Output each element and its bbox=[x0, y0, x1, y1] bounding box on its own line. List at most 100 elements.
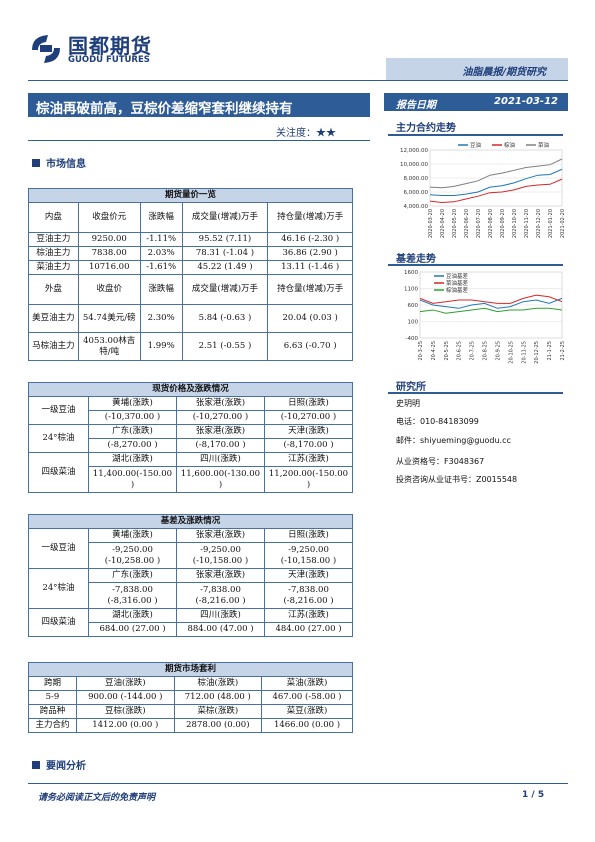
analyst-name: 史玥明 bbox=[396, 399, 420, 408]
cell: 7838.00 bbox=[77, 246, 141, 261]
cell: 马棕油主力 bbox=[28, 332, 79, 361]
y-tick-label: 600 bbox=[408, 303, 419, 309]
logo-mark-icon bbox=[32, 35, 60, 63]
analyst-phone: 电话：010-84183099 bbox=[396, 417, 479, 426]
cell: 9250.00 bbox=[77, 232, 141, 247]
table-row: 豆油主力 9250.00 -1.11% 95.52 (7.11) 46.16 (-2.3… bbox=[28, 232, 353, 247]
cell: 四级菜油 bbox=[28, 608, 89, 637]
y-tick-label: 6,000.00 bbox=[404, 190, 429, 196]
research-heading-rule bbox=[388, 392, 563, 394]
cell: 13.11 (-1.46 ) bbox=[267, 260, 353, 275]
futures-caption: 期货量价一览 bbox=[28, 188, 353, 203]
col-head: 涨跌幅 bbox=[139, 274, 183, 305]
series-line bbox=[429, 178, 563, 204]
x-tick-label: 2020-06-20 bbox=[464, 209, 470, 238]
contract-heading: 主力合约走势 bbox=[396, 123, 456, 134]
contract-heading-rule bbox=[388, 134, 563, 136]
cell: 黄埔(涨跌) bbox=[88, 396, 177, 411]
cell: 2878.00 (0.00) bbox=[173, 718, 263, 733]
x-tick-label: 2020-12-20 bbox=[536, 209, 542, 238]
cell: -9,250.00 (-10,158.00 ) bbox=[264, 542, 353, 569]
cell: 张家港(涨跌) bbox=[176, 396, 265, 411]
cell: -1.61% bbox=[139, 260, 183, 275]
series-line bbox=[429, 168, 563, 196]
x-tick-label: 20-3-25 bbox=[418, 341, 424, 361]
cell: 张家港(涨跌) bbox=[176, 528, 265, 543]
basis-caption: 基差及涨跌情况 bbox=[28, 514, 353, 529]
col-head: 持仓量(增减)万手 bbox=[267, 274, 353, 305]
arbitrage-table: 期货市场套利 跨期 豆油(涨跌) 棕油(涨跌) 菜油(涨跌) 5-9 900.00 (-… bbox=[28, 662, 353, 733]
spot-table: 现货价格及涨跌情况 一级豆油 黄埔(涨跌) 张家港(涨跌) 日照(涨跌) (-10,3… bbox=[28, 382, 353, 493]
cell: 10716.00 bbox=[77, 260, 141, 275]
cell: -7,838.00 (-8,216.00 ) bbox=[264, 582, 353, 609]
cell: 江苏(涨跌) bbox=[264, 608, 353, 623]
cell: 跨品种 bbox=[28, 704, 77, 719]
footer-line bbox=[28, 783, 568, 784]
cell: 豆油(涨跌) bbox=[76, 676, 175, 691]
cell: 豆棕(涨跌) bbox=[76, 704, 175, 719]
table-row: 菜油主力 10716.00 -1.61% 45.22 (1.49 ) 13.11 (-1… bbox=[28, 260, 353, 275]
cell: 一级豆油 bbox=[28, 396, 89, 425]
cell: 5.84 (-0.63 ) bbox=[181, 304, 269, 333]
cell: 四级菜油 bbox=[28, 452, 89, 493]
cell: 95.52 (7.11) bbox=[181, 232, 269, 247]
basis-trend-chart: -400 100 600 1100 1600 20-3-25 20-4-25 20-5-25 2… bbox=[404, 270, 566, 364]
table-row: 马棕油主力 4053.00林吉特/吨 1.99% 2.51 (-0.55 ) 6.63 … bbox=[28, 332, 353, 361]
table-row: 美豆油主力 54.74美元/磅 2.30% 5.84 (-0.63 ) 20.04 (0… bbox=[28, 304, 353, 333]
cell: 484.00 (27.00 ) bbox=[264, 622, 353, 637]
y-tick-label: 12,000.00 bbox=[400, 148, 428, 154]
cell: 24°棕油 bbox=[28, 424, 89, 453]
cell: -9,250.00 (-10,158.00 ) bbox=[176, 542, 265, 569]
cell: 900.00 (-144.00 ) bbox=[76, 690, 175, 705]
report-date-label: 报告日期 bbox=[396, 100, 436, 111]
x-tick-label: 2021-02-20 bbox=[560, 209, 566, 238]
legend-label: 棕油 bbox=[504, 141, 516, 149]
x-tick-label: 2020-07-20 bbox=[476, 209, 482, 238]
col-head: 收盘价元 bbox=[77, 202, 141, 233]
col-head: 成交量(增减)万手 bbox=[181, 202, 269, 233]
cell: 江苏(涨跌) bbox=[264, 452, 353, 467]
series-line bbox=[419, 307, 563, 314]
cell: 2.03% bbox=[139, 246, 183, 261]
report-date: 2021-03-12 bbox=[494, 96, 558, 107]
cell: 天津(涨跌) bbox=[264, 424, 353, 439]
cell: 78.31 (-1.04 ) bbox=[181, 246, 269, 261]
x-tick-label: 2020-08-20 bbox=[488, 209, 494, 238]
cell: 1466.00 (0.00 ) bbox=[261, 718, 353, 733]
cell: 日照(涨跌) bbox=[264, 528, 353, 543]
cell: 四川(涨跌) bbox=[176, 608, 265, 623]
x-tick-label: 2020-09-20 bbox=[500, 209, 506, 238]
cell: 菜棕(涨跌) bbox=[173, 704, 263, 719]
legend-label: 豆油基差 bbox=[446, 272, 469, 280]
logo-en: GUODU FUTURES bbox=[68, 55, 150, 65]
basis-heading-rule bbox=[388, 264, 563, 266]
cell: 天津(涨跌) bbox=[264, 568, 353, 583]
col-head: 涨跌幅 bbox=[139, 202, 183, 233]
cell: 一级豆油 bbox=[28, 528, 89, 569]
x-tick-label: 20-10-25 bbox=[508, 341, 514, 364]
x-tick-label: 20-8-25 bbox=[483, 341, 489, 361]
x-tick-label: 20-4-25 bbox=[431, 341, 437, 361]
cell: (-10,270.00 ) bbox=[264, 410, 353, 425]
x-tick-label: 21-2-25 bbox=[560, 341, 566, 361]
y-tick-label: 4,000.00 bbox=[404, 204, 429, 210]
cell: 20.04 (0.03 ) bbox=[267, 304, 353, 333]
x-tick-label: 2020-03-20 bbox=[428, 209, 434, 238]
header-divider bbox=[28, 80, 568, 81]
cell: 张家港(涨跌) bbox=[176, 568, 265, 583]
cell: 884.00 (47.00 ) bbox=[176, 622, 265, 637]
cell: (-8,270.00 ) bbox=[88, 438, 177, 453]
cell: 1.99% bbox=[139, 332, 183, 361]
y-tick-label: -400 bbox=[406, 336, 419, 342]
cell: 日照(涨跌) bbox=[264, 396, 353, 411]
cell: 黄埔(涨跌) bbox=[88, 528, 177, 543]
basis-table: 基差及涨跌情况 一级豆油 黄埔(涨跌) 张家港(涨跌) 日照(涨跌) -9,250.0… bbox=[28, 514, 353, 637]
legend-label: 豆油 bbox=[470, 141, 482, 149]
logo: 国都期货 GUODU FUTURES bbox=[28, 30, 178, 70]
cell: 美豆油主力 bbox=[28, 304, 79, 333]
cell: 棕油(涨跌) bbox=[173, 676, 263, 691]
series-line bbox=[419, 297, 563, 309]
cell: 6.63 (-0.70 ) bbox=[267, 332, 353, 361]
analyst-email[interactable]: 邮件：shiyueming@guodu.cc bbox=[396, 436, 511, 445]
cell: 菜油(涨跌) bbox=[261, 676, 353, 691]
